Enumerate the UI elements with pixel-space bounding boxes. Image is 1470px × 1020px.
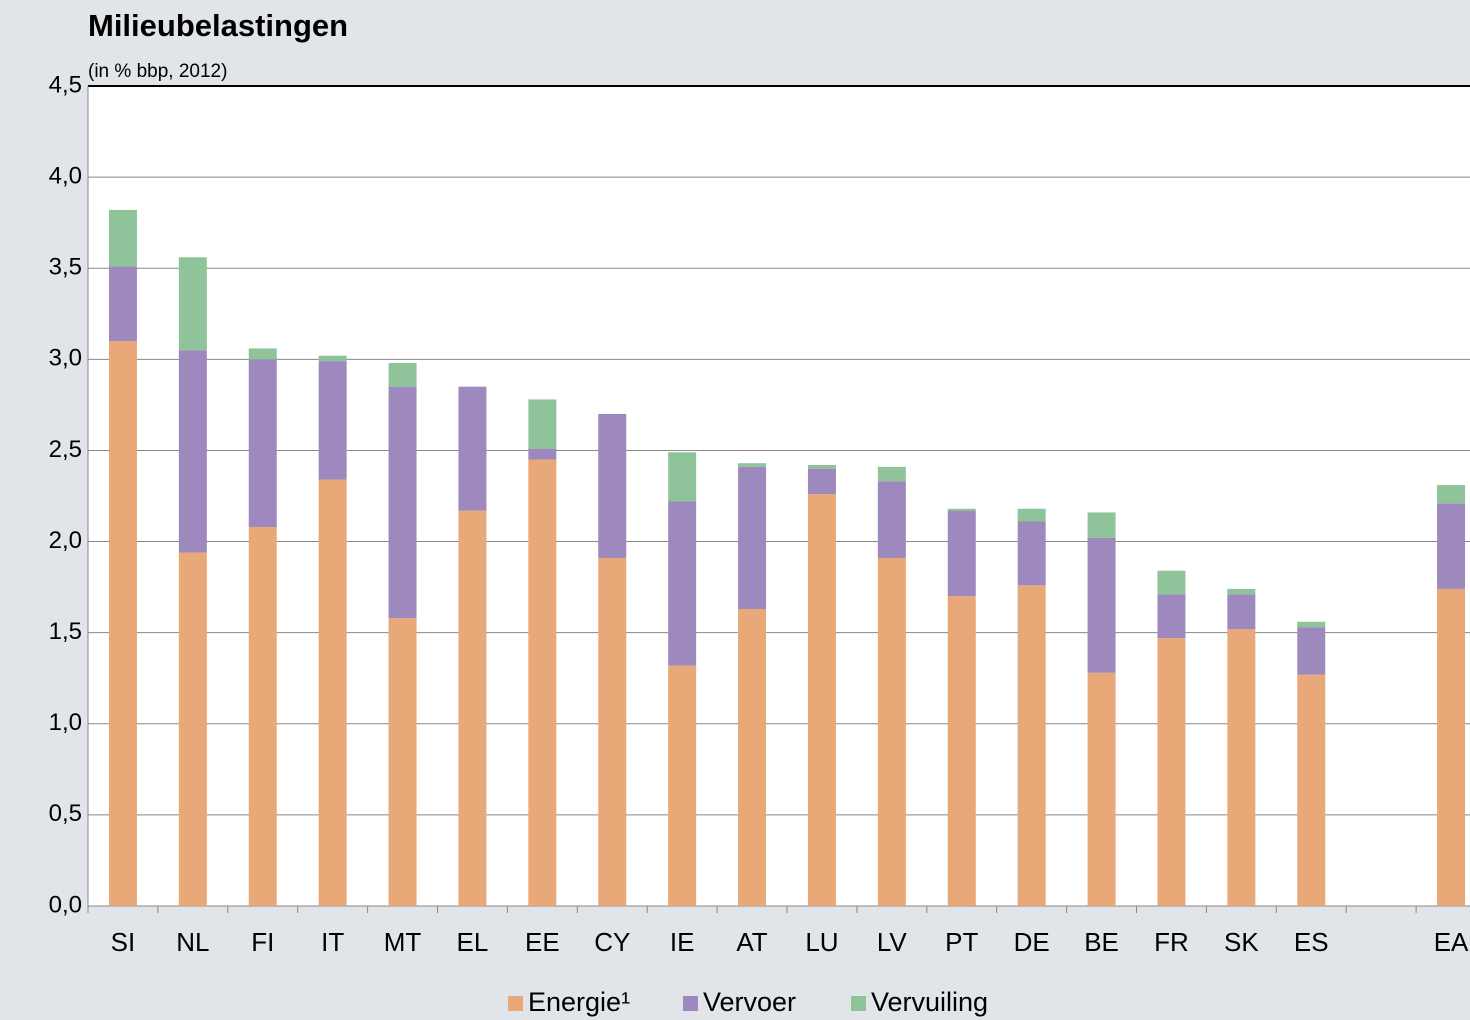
bar-segment (1437, 503, 1466, 589)
bar-segment (1017, 585, 1046, 906)
y-tick-label: 4,0 (49, 162, 82, 189)
legend-label: Vervoer (703, 987, 796, 1017)
bar-segment (738, 608, 767, 906)
bar-segment (248, 359, 277, 527)
bar-segment (1297, 674, 1326, 906)
legend-label: Vervuiling (871, 987, 988, 1017)
x-tick-label: SI (111, 927, 136, 957)
bar-segment (1437, 588, 1466, 906)
bar-segment (738, 466, 767, 609)
x-tick-label: LV (877, 927, 908, 957)
bar-segment (108, 341, 137, 907)
x-tick-label: IE (670, 927, 695, 957)
x-tick-label: NL (176, 927, 209, 957)
bar-segment (947, 508, 976, 511)
legend-swatch (508, 996, 523, 1011)
bar-segment (947, 596, 976, 906)
bar-segment (1157, 594, 1186, 639)
bar-segment (807, 468, 836, 495)
bar-segment (178, 552, 207, 906)
bar-segment (528, 448, 557, 460)
bar-segment (1157, 638, 1186, 906)
y-tick-label: 3,5 (49, 254, 82, 281)
bar-segment (1087, 672, 1116, 906)
bar-segment (108, 209, 137, 267)
bar-segment (668, 501, 697, 666)
bar-segment (598, 557, 627, 906)
x-tick-label: SK (1224, 927, 1259, 957)
bar-segment (248, 348, 277, 360)
bar-segment (1227, 588, 1256, 595)
legend-label: Energie¹ (528, 987, 630, 1017)
x-tick-label: FI (251, 927, 274, 957)
bar-segment (738, 463, 767, 467)
y-tick-label: 3,0 (49, 345, 82, 372)
x-tick-label: DE (1014, 927, 1050, 957)
bar-segment (1437, 485, 1466, 504)
x-tick-label: AT (736, 927, 767, 957)
x-tick-label: EL (457, 927, 489, 957)
bar-segment (598, 414, 627, 558)
x-tick-label: LU (805, 927, 838, 957)
bar-segment (947, 510, 976, 597)
y-tick-label: 1,5 (49, 618, 82, 645)
bar-segment (178, 257, 207, 351)
x-tick-label: PT (945, 927, 978, 957)
legend-swatch (683, 996, 698, 1011)
y-tick-label: 0,0 (49, 891, 82, 918)
bar-segment (318, 361, 347, 480)
bar-segment (807, 465, 836, 469)
x-tick-label: IT (321, 927, 344, 957)
bar-segment (877, 557, 906, 906)
legend-swatch (851, 996, 866, 1011)
bar-segment (108, 266, 137, 342)
bar-segment (807, 494, 836, 906)
bar-segment (877, 466, 906, 482)
bar-segment (388, 618, 417, 906)
bar-segment (1227, 594, 1256, 630)
bar-segment (1297, 627, 1326, 675)
bar-segment (668, 452, 697, 502)
chart-subtitle: (in % bbp, 2012) (88, 61, 227, 82)
bar-segment (458, 386, 487, 511)
bar-segment (248, 526, 277, 906)
y-tick-label: 2,0 (49, 527, 82, 554)
x-tick-label: MT (384, 927, 422, 957)
bar-segment (668, 665, 697, 906)
y-tick-label: 0,5 (49, 800, 82, 827)
bar-segment (1017, 508, 1046, 522)
bar-segment (1017, 521, 1046, 586)
bar-segment (1087, 537, 1116, 673)
bar-segment (318, 479, 347, 906)
x-tick-label: ES (1294, 927, 1329, 957)
bar-segment (178, 350, 207, 553)
bar-segment (388, 386, 417, 619)
bar-segment (1157, 570, 1186, 595)
y-tick-label: 1,0 (49, 709, 82, 736)
x-tick-label: CY (594, 927, 630, 957)
bar-segment (877, 481, 906, 558)
y-tick-label: 2,5 (49, 436, 82, 463)
bar-segment (318, 355, 347, 362)
bar-segment (1227, 629, 1256, 906)
x-tick-label: BE (1084, 927, 1119, 957)
bar-segment (528, 459, 557, 906)
bar-segment (1087, 512, 1116, 538)
x-tick-label: EE (525, 927, 560, 957)
bar-segment (528, 399, 557, 449)
plot-area (88, 86, 1470, 906)
x-tick-label: EA (1434, 927, 1469, 957)
bar-segment (1297, 621, 1326, 628)
x-tick-label: FR (1154, 927, 1189, 957)
y-tick-label: 4,5 (49, 71, 82, 98)
bar-segment (388, 362, 417, 387)
chart-title: Milieubelastingen (88, 8, 348, 43)
bar-segment (458, 510, 487, 906)
